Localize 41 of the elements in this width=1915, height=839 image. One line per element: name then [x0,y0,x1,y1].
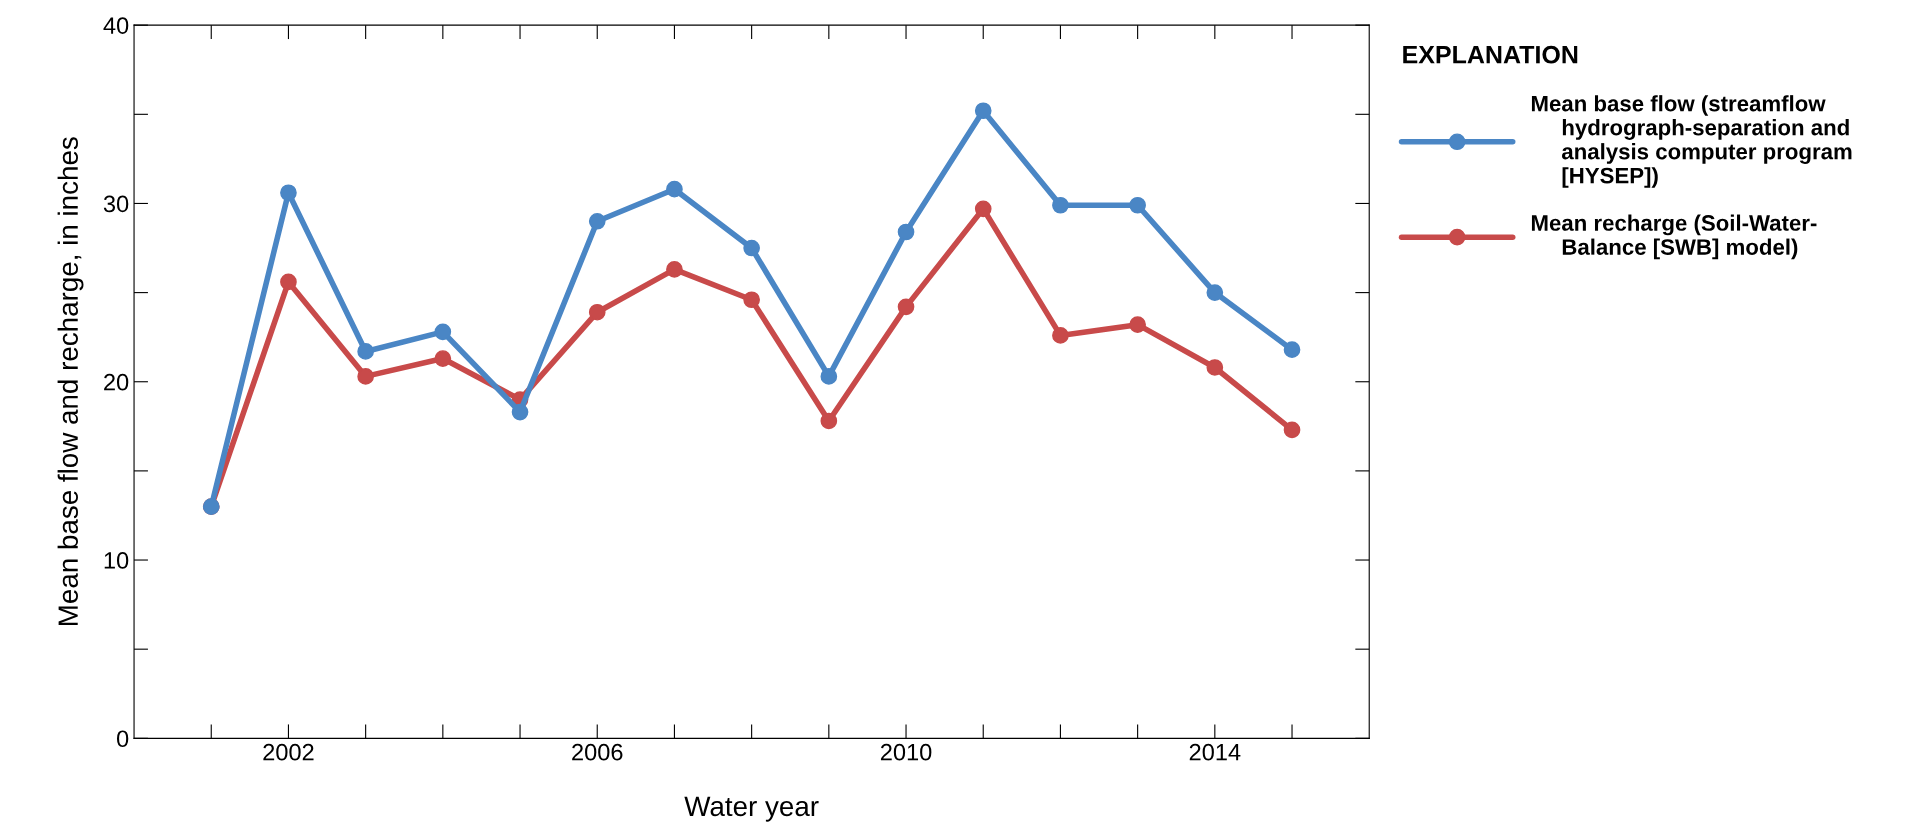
y-axis-title: Mean base flow and recharge, in inches [57,137,84,625]
point [280,273,297,291]
point [897,298,915,316]
point [1206,359,1224,376]
point [666,261,683,278]
y-tick-label: 0 [116,730,129,748]
point [1283,341,1301,358]
y-tick-label: 40 [103,17,129,34]
point [280,184,297,202]
point [1129,316,1146,334]
point [897,223,915,241]
point [666,180,683,198]
x-tick-label: 2014 [1189,743,1241,761]
point [511,403,529,421]
y-tick-label: 30 [103,195,129,213]
y-tick-label: 10 [104,552,129,569]
point [820,412,838,430]
point [357,368,374,385]
point [974,102,992,120]
point [588,212,606,230]
point [1052,327,1069,344]
point [434,323,452,341]
point [434,350,452,367]
x-tick-label: 2006 [572,743,623,761]
legend-title: EXPLANATION [1403,45,1578,64]
point [1129,196,1146,214]
point [1052,196,1069,214]
x-tick-label: 2002 [263,743,314,761]
point [743,291,760,309]
x-axis-title: Water year [684,796,819,822]
point [743,239,760,257]
point [357,343,374,360]
point [1283,421,1301,439]
text: Mean base flow (streamflow hydrograph-separation and analysis computer program [HYSEP]) [1531,95,1852,188]
y-tick-label: 20 [104,373,129,391]
point [820,368,838,385]
point [1206,284,1224,301]
text: Mean recharge (Soil-Water- Balance [SWB] model) [1531,214,1817,260]
x-tick-label: 2010 [880,743,932,761]
point [974,200,992,218]
point [588,303,606,321]
